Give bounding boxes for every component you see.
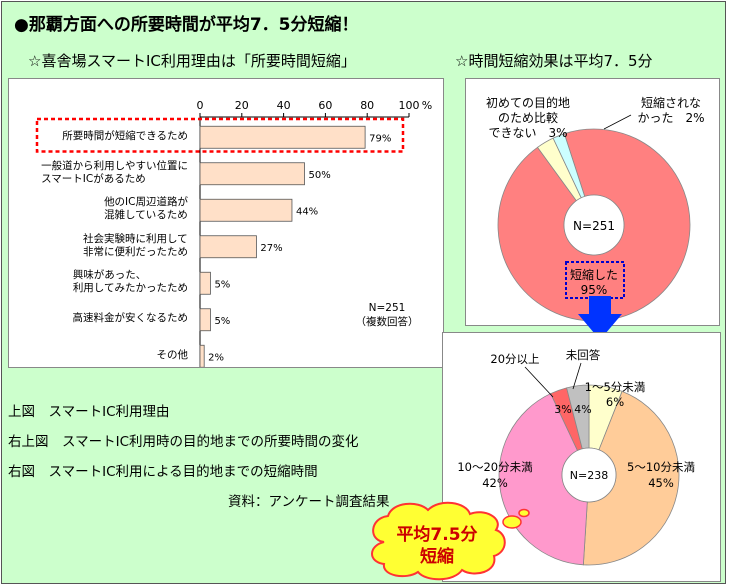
bar-category-label: その他: [156, 348, 189, 361]
pie1-hole: [563, 194, 625, 256]
bar-category-label: 一般道から利用しやすい位置に スマートICがあるため: [41, 159, 188, 185]
pie2-leader-line: [524, 366, 554, 398]
note-line-3: 右図 スマートIC利用による目的地までの短縮時間: [8, 464, 318, 480]
bar-category-label: 社会実験時に利用して 非常に便利だったため: [83, 232, 188, 258]
x-tick-label: 20: [235, 99, 249, 112]
pie2-label-5-10: 5～10分未満 45%: [627, 460, 695, 490]
x-tick-label: 80: [360, 99, 374, 112]
bar-value-label: 79%: [369, 133, 391, 144]
x-tick-label: 0: [197, 99, 204, 112]
bar-value-label: 2%: [208, 352, 224, 363]
pie2-leader-line: [572, 362, 582, 390]
bar: [199, 308, 211, 332]
page-title: ●那覇方面への所要時間が平均7．5分短縮！: [14, 15, 359, 35]
pie2-value-unanswered: 4%: [574, 403, 591, 416]
bar: [199, 235, 257, 259]
x-tick-label: 40: [277, 99, 291, 112]
pie2-value-20plus: 3%: [554, 403, 571, 416]
pie2-center-label: N=238: [570, 469, 608, 482]
callout-line-2: 短縮: [420, 546, 454, 567]
bar-chart: 0 20 40 60 80 100% 79% 50% 44% 27% 5% 5% 2% N=251 （複数…: [35, 99, 432, 373]
bar-category-label: 他のIC周辺道路が 混雑しているため: [104, 196, 188, 222]
bar-section-title: ☆喜舎場スマートIC利用理由は「所要時間短縮」: [28, 52, 356, 70]
pie1-center-label: N=251: [573, 219, 615, 233]
pie2-label-20plus: 20分以上: [490, 352, 539, 366]
bar-value-label: 5%: [214, 279, 230, 290]
pie2-label-1-5: 1～5分未満 6%: [585, 380, 646, 409]
callout-line-1: 平均7.5分: [396, 524, 477, 545]
pie2-hole: [561, 447, 617, 503]
bar-value-label: 5%: [214, 316, 230, 327]
down-arrow-icon: [578, 296, 622, 340]
note-line-1: 上図 スマートIC利用理由: [8, 404, 170, 420]
pie1-label-shortened: 短縮した 95%: [570, 267, 618, 297]
pie1-label-not-shortened: 短縮されなかった 2%: [637, 95, 704, 125]
pie-chart-1: N=251 短縮した 95% 初めての目的地のため比較できない 3% 短縮されなかった …: [486, 95, 705, 322]
pie1-label-not-comparable: 初めての目的地のため比較できない 3%: [486, 95, 570, 140]
bar-value-label: 50%: [309, 170, 331, 181]
bar: [199, 125, 366, 149]
x-tick-label: 100: [399, 99, 420, 112]
bar-category-label: 高速料金が安くなるため: [72, 312, 189, 325]
bar-chart-panel: 0 20 40 60 80 100% 79% 50% 44% 27% 5% 5% 2% N=251 （複数…: [8, 78, 444, 373]
note-line-2: 右上図 スマートIC利用時の目的地までの所要時間の変化: [8, 434, 359, 450]
pie-section-title: ☆時間短縮効果は平均7．5分: [455, 52, 653, 70]
bar-annotation: N=251 （複数回答）: [356, 302, 419, 328]
bar-value-label: 27%: [260, 243, 282, 254]
bar-category-label: 所要時間が短縮できるため: [62, 129, 188, 142]
source-note: 資料：アンケート調査結果: [228, 494, 390, 510]
callout-bubble: 平均7.5分 短縮: [371, 501, 530, 581]
bar: [199, 162, 305, 186]
x-tick-label: 60: [318, 99, 332, 112]
bar: [199, 271, 211, 295]
pie1-leader-line: [603, 114, 632, 130]
bar-category-label: 興味があった、 利用してみたかったため: [72, 269, 188, 295]
pie2-label-unanswered: 未回答: [566, 348, 601, 362]
x-axis-unit: %: [422, 99, 432, 112]
pie2-label-10-20: 10～20分未満 42%: [457, 460, 532, 490]
highlight-box: [35, 117, 405, 153]
bar-value-label: 44%: [296, 206, 318, 217]
bar: [199, 198, 293, 222]
pie-chart-1-panel: N=251 短縮した 95% 初めての目的地のため比較できない 3% 短縮されなかった …: [465, 78, 720, 326]
bar: [199, 344, 205, 368]
